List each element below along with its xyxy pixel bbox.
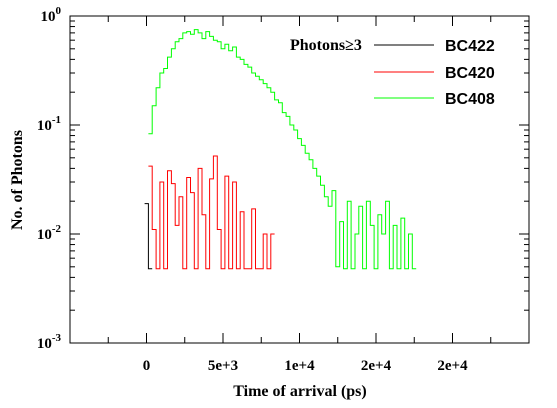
y-tick-label: 10-2 xyxy=(37,223,62,243)
x-tick-label: 1e+4 xyxy=(284,358,315,374)
y-tick-label: 10-1 xyxy=(37,114,61,134)
legend-header: Photons≥3 xyxy=(290,37,362,54)
x-tick-label: 0 xyxy=(143,358,151,374)
y-tick-label: 100 xyxy=(41,5,62,25)
legend-label-bc420: BC420 xyxy=(445,65,495,82)
series-layer xyxy=(144,29,417,270)
x-axis-label: Time of arrival (ps) xyxy=(233,383,366,400)
series-line-bc420 xyxy=(148,155,275,270)
series-line-bc408 xyxy=(148,29,417,270)
series-line-bc422 xyxy=(144,203,153,270)
y-tick-label: 10-3 xyxy=(37,332,62,352)
legend: Photons≥3 BC422 BC420 BC408 xyxy=(290,37,495,108)
y-axis: 100 10-1 10-2 10-3 xyxy=(37,5,529,352)
x-tick-label: 2e+4 xyxy=(437,358,468,374)
x-axis: 0 5e+3 1e+4 2e+4 2e+4 xyxy=(107,16,492,374)
x-tick-label: 2e+4 xyxy=(361,358,392,374)
legend-label-bc422: BC422 xyxy=(445,38,495,55)
legend-label-bc408: BC408 xyxy=(445,91,495,108)
y-axis-label: No. of Photons xyxy=(9,130,26,230)
x-tick-label: 5e+3 xyxy=(208,358,238,374)
